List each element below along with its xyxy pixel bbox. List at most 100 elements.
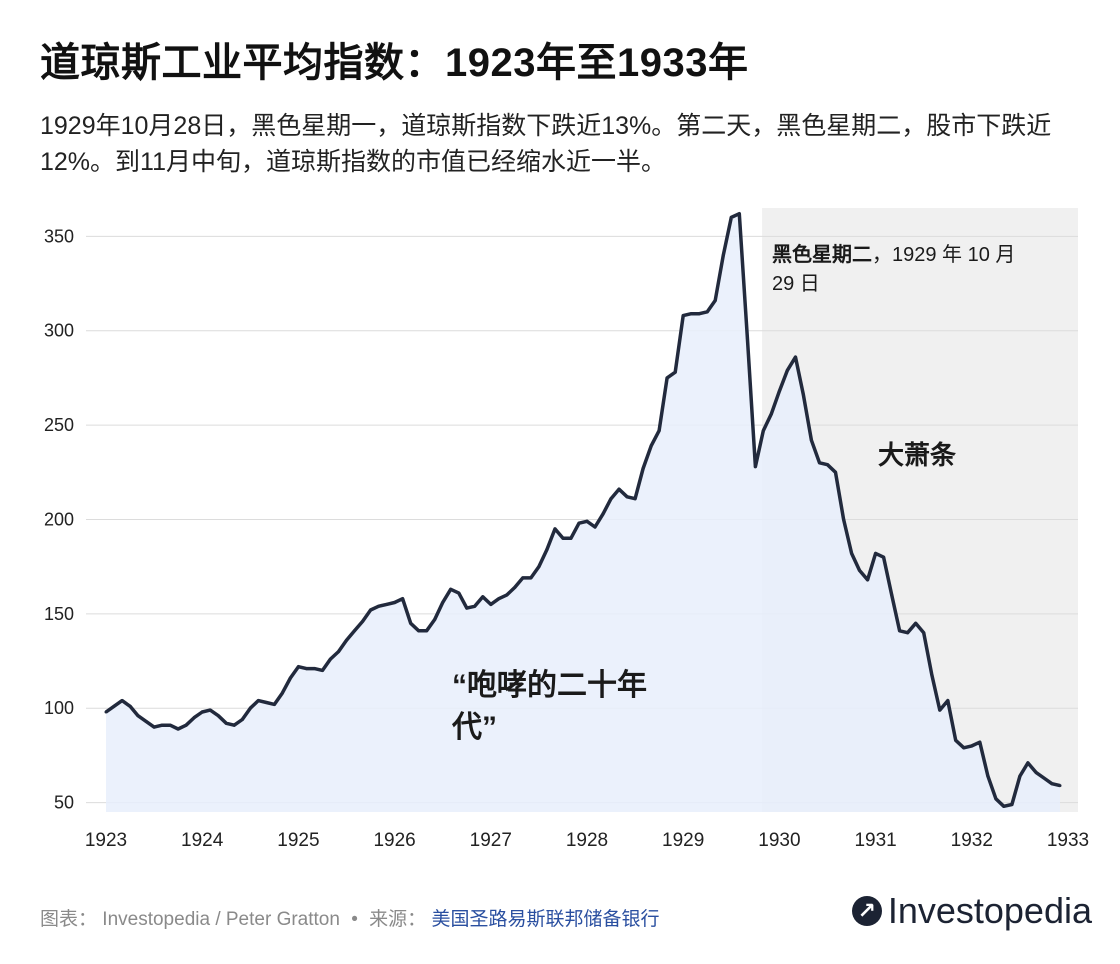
y-tick-label: 300 <box>44 321 74 341</box>
data-point <box>200 710 204 714</box>
x-tick-label: 1925 <box>277 830 319 851</box>
data-point <box>938 708 942 712</box>
x-tick-label: 1928 <box>566 830 608 851</box>
data-point <box>465 606 469 610</box>
data-point <box>481 595 485 599</box>
data-point <box>377 604 380 608</box>
data-point <box>729 215 733 219</box>
data-point <box>441 601 445 604</box>
data-point <box>866 578 870 582</box>
data-point <box>986 774 990 778</box>
data-point <box>577 521 581 525</box>
data-point <box>537 565 541 569</box>
data-point <box>393 601 397 604</box>
data-point <box>144 719 148 723</box>
data-point <box>818 461 821 465</box>
data-point <box>216 714 220 718</box>
data-point <box>313 667 316 671</box>
brand-name: Investopedia <box>887 890 1092 931</box>
footer-source-link[interactable]: 美国圣路易斯联邦储备银行 <box>431 909 660 930</box>
area-fill <box>106 213 1060 812</box>
data-point <box>256 699 260 703</box>
data-point <box>705 310 709 314</box>
x-tick-label: 1930 <box>758 830 800 851</box>
data-point <box>1050 782 1054 786</box>
data-point <box>304 667 308 671</box>
x-tick-label: 1933 <box>1047 830 1089 851</box>
data-point <box>801 393 805 397</box>
data-point <box>545 548 549 552</box>
data-point <box>850 551 854 555</box>
data-point <box>280 691 284 695</box>
data-point <box>505 593 509 597</box>
data-point <box>593 525 597 529</box>
data-point <box>882 555 886 559</box>
annotation-roaring-twenties-line2: 代” <box>451 711 497 744</box>
footer-source-label: 来源： <box>369 909 427 930</box>
data-point <box>826 463 829 467</box>
y-tick-label: 250 <box>44 415 74 435</box>
data-point <box>417 629 421 633</box>
data-point <box>809 438 813 442</box>
data-point <box>345 638 348 642</box>
data-point <box>609 497 613 501</box>
data-point <box>697 312 701 316</box>
data-point <box>449 587 453 591</box>
data-point <box>1034 770 1038 774</box>
data-point <box>585 519 589 523</box>
data-point <box>553 527 557 531</box>
data-point <box>529 576 533 580</box>
data-point <box>168 723 172 727</box>
x-axis-ticks: 1923 1924 1925 1926 1927 1928 1929 1930 1931 1932… <box>85 830 1089 851</box>
data-point <box>385 602 389 606</box>
data-point <box>681 314 685 318</box>
data-point <box>569 536 573 540</box>
data-point <box>649 444 653 448</box>
x-tick-label: 1923 <box>85 830 127 851</box>
page-title: 道琼斯工业平均指数：1923年至1933年 <box>40 41 749 85</box>
chart-footer: 图表： Investopedia / Peter Gratton • 来源： 美… <box>40 904 659 931</box>
data-point <box>112 704 116 708</box>
data-point <box>1002 804 1006 808</box>
y-tick-label: 200 <box>44 509 74 529</box>
data-point <box>152 725 156 729</box>
data-point <box>473 604 477 608</box>
data-point <box>361 619 365 623</box>
data-point <box>160 723 164 727</box>
data-point <box>1010 803 1014 806</box>
data-point <box>561 536 565 540</box>
data-point <box>890 593 894 597</box>
data-point <box>665 376 669 380</box>
data-point <box>337 650 340 654</box>
data-point <box>1058 784 1062 788</box>
data-point <box>874 551 878 555</box>
data-point <box>288 676 292 680</box>
annotation-black-tuesday-line2: 29 日 <box>772 273 820 295</box>
x-tick-label: 1926 <box>373 830 415 851</box>
data-point <box>753 465 757 469</box>
data-point <box>409 621 413 625</box>
data-point <box>617 487 621 491</box>
data-point <box>689 312 693 316</box>
data-point <box>513 585 517 589</box>
data-point <box>914 621 918 625</box>
data-point <box>641 467 645 470</box>
annotation-black-tuesday: 黑色星期二，1929 年 10 月 <box>772 242 1015 266</box>
data-point <box>1018 774 1022 778</box>
data-point <box>497 597 501 601</box>
y-tick-label: 150 <box>44 604 74 624</box>
data-point <box>328 657 332 661</box>
data-point <box>433 618 437 621</box>
data-point <box>184 723 188 727</box>
annotation-black-tuesday-date: ，1929 年 10 月 <box>872 243 1015 266</box>
data-point <box>994 797 998 801</box>
data-point <box>794 355 797 359</box>
data-point <box>954 738 958 742</box>
data-point <box>457 591 461 595</box>
data-point <box>761 429 765 433</box>
annotation-roaring-twenties-line1: “咆哮的二十年 <box>452 669 647 702</box>
data-point <box>657 429 661 433</box>
data-point <box>842 517 846 521</box>
x-tick-label: 1924 <box>181 830 224 851</box>
